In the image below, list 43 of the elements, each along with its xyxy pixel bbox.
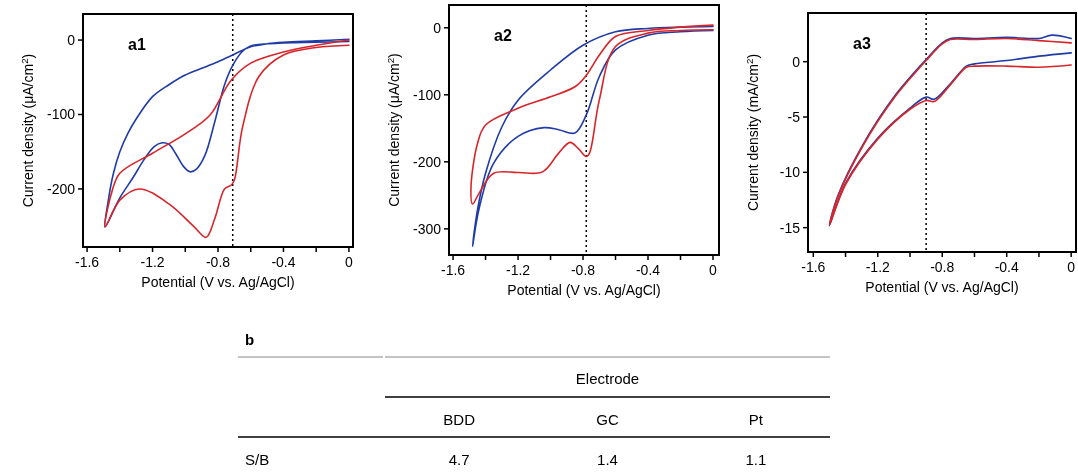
x-tick-label: -0.8 <box>930 259 955 275</box>
x-axis-title: Potential (V vs. Ag/AgCl) <box>507 282 661 298</box>
y-tick-label: 0 <box>433 19 442 36</box>
y-tick-label: -100 <box>46 106 76 123</box>
text: Electrode <box>575 370 640 387</box>
y-tick-label: -100 <box>412 86 442 103</box>
x-tick-label: 0 <box>345 254 354 270</box>
x-tick-label: -1.2 <box>865 259 891 275</box>
text: a2 <box>494 27 512 44</box>
text: S/B <box>245 451 270 468</box>
x-tick-label: -0.8 <box>570 262 596 278</box>
y-tick-label: -200 <box>412 153 442 170</box>
x-tick-label: -1.2 <box>140 254 165 270</box>
data-label: 4.7 <box>448 451 470 468</box>
data-label: 1.1 <box>745 451 767 468</box>
x-tick-label: -0.4 <box>635 262 661 278</box>
y-tick-label: -5 <box>787 109 801 126</box>
y-tick-label: -10 <box>779 164 801 181</box>
text: a3 <box>853 35 871 52</box>
x-tick-label: -0.8 <box>205 254 231 270</box>
x-tick-label: -0.4 <box>271 254 296 270</box>
x-tick-label: -1.2 <box>505 262 531 278</box>
x-tick-label: -1.6 <box>75 254 100 270</box>
x-tick-label: -1.6 <box>441 262 466 278</box>
x-tick-label: 0 <box>1067 259 1076 275</box>
category-label: GC <box>596 411 619 428</box>
text: b <box>245 331 255 348</box>
x-tick-label: -0.4 <box>994 259 1019 275</box>
x-axis-title: Potential (V vs. Ag/AgCl) <box>141 274 295 290</box>
line-series <box>471 25 714 248</box>
x-tick-label: -1.6 <box>801 259 826 275</box>
y-tick-label: 0 <box>792 53 801 70</box>
line-series <box>470 24 714 205</box>
x-tick-label: 0 <box>709 262 718 278</box>
y-tick-label: -15 <box>779 219 801 236</box>
category-label: Pt <box>748 411 764 428</box>
x-axis-title: Potential (V vs. Ag/AgCl) <box>865 279 1019 295</box>
data-label: 1.4 <box>597 451 618 468</box>
text: a1 <box>128 36 146 53</box>
y-tick-label: -200 <box>46 180 76 197</box>
y-tick-label: 0 <box>67 32 76 49</box>
category-label: BDD <box>443 411 476 428</box>
y-tick-label: -300 <box>412 220 442 237</box>
